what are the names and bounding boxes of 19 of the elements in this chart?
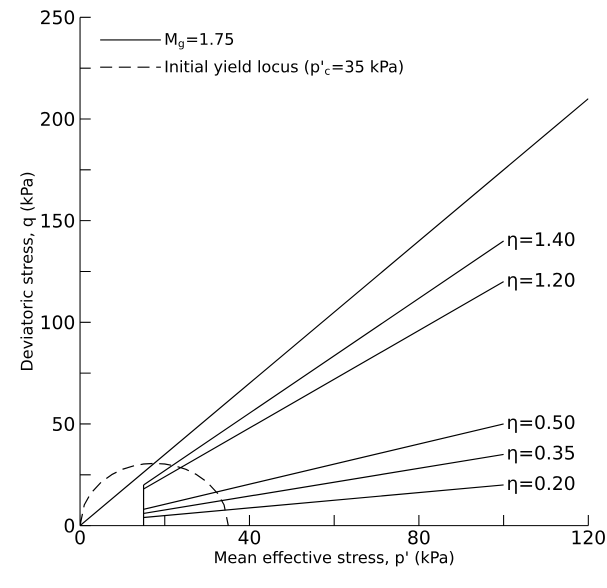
series-label: η=1.40 [508,232,574,250]
x-axis-title: Mean effective stress, p' (kPa) [215,550,454,566]
x-tick-label: 0 [75,530,85,544]
x-tick-label: 120 [572,530,605,544]
y-tick-label: 100 [42,315,74,330]
y-axis-title: Deviatoric stress, q (kPa) [20,172,36,370]
series-label: η=1.20 [508,272,574,290]
y-tick-label: 150 [42,213,74,228]
series-label: η=0.35 [508,445,574,464]
x-tick-label: 40 [238,530,260,544]
y-tick-label: 250 [41,10,74,24]
series-label: η=0.50 [508,414,574,433]
y-tick-label: 0 [64,518,74,533]
y-tick-label: 50 [53,416,74,431]
series-label: η=0.20 [508,476,574,494]
legend-label: M$_{g}$=1.75 [166,32,234,50]
legend-label: Initial yield locus (p'$_{c}$=35 kPa) [166,60,403,76]
x-tick-label: 80 [408,530,430,544]
y-tick-label: 200 [41,112,74,126]
